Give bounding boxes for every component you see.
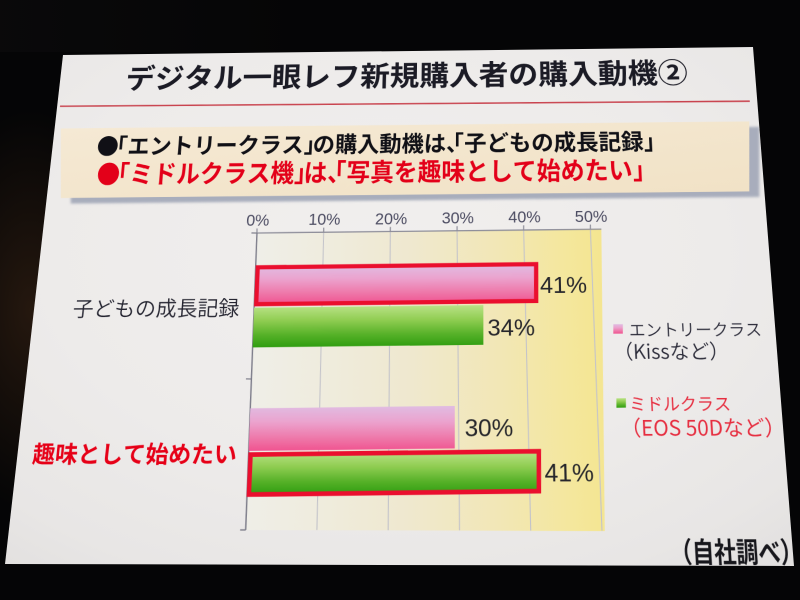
svg-text:20%: 20% xyxy=(375,211,407,229)
svg-text:0%: 0% xyxy=(246,213,270,230)
svg-text:41%: 41% xyxy=(544,459,594,488)
svg-text:50%: 50% xyxy=(575,209,608,227)
svg-text:10%: 10% xyxy=(308,212,341,229)
svg-text:30%: 30% xyxy=(465,414,514,442)
svg-text:34%: 34% xyxy=(487,315,535,342)
svg-text:40%: 40% xyxy=(508,210,541,228)
svg-text:41%: 41% xyxy=(540,272,588,298)
svg-text:30%: 30% xyxy=(442,210,474,228)
